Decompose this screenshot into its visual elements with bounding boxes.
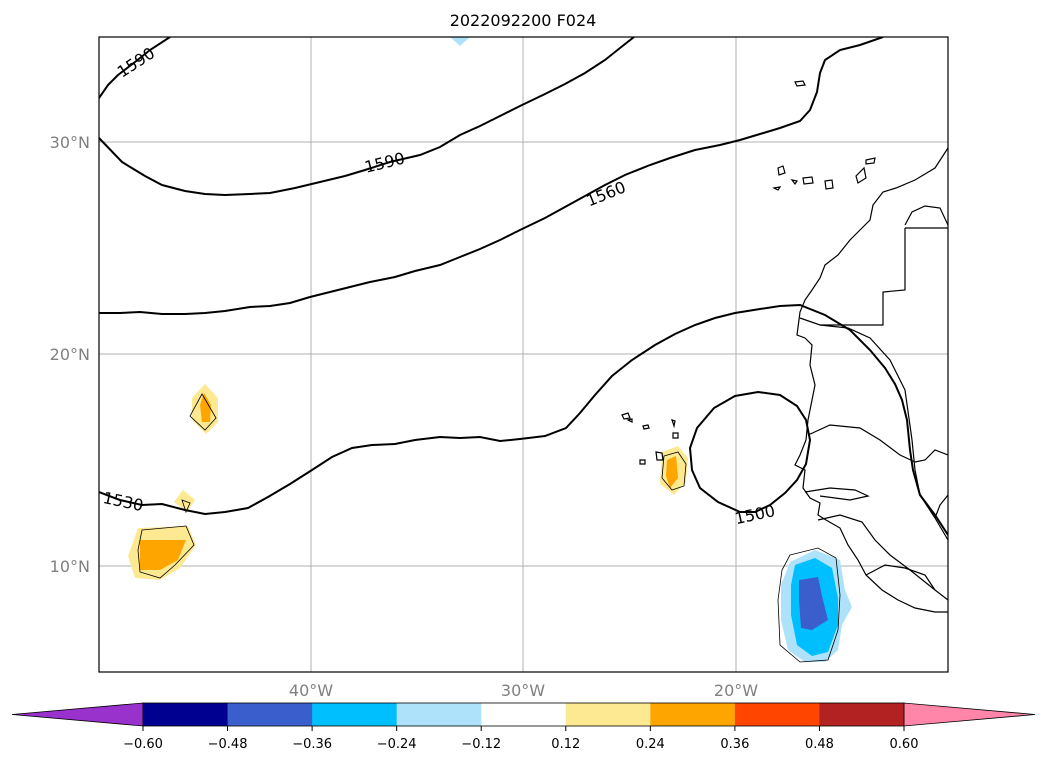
contour-1590-top xyxy=(99,37,171,99)
colorbar-tick-label: 0.36 xyxy=(720,737,749,752)
colorbar-tick-label: −0.60 xyxy=(123,737,163,752)
colorbar-bin xyxy=(143,703,229,726)
colorbar-bin xyxy=(565,703,651,726)
outline-southwest xyxy=(137,525,195,579)
colorbar-frame xyxy=(142,702,905,727)
iberia-coast xyxy=(904,205,948,226)
lon-label-30w: 30°W xyxy=(501,681,545,700)
contour-1590-mid xyxy=(99,37,635,197)
colorbar-tick-label: 0.48 xyxy=(805,737,834,752)
colorbar-tick-label: −0.24 xyxy=(377,737,417,752)
colorbar-bin xyxy=(734,703,820,726)
cape-verde-islands xyxy=(621,412,679,465)
outline-west-mid xyxy=(181,499,191,514)
colorbar-bin xyxy=(396,703,482,726)
lon-label-20w: 20°W xyxy=(714,681,758,700)
thin-outlines xyxy=(137,393,841,663)
shaded-areas xyxy=(128,37,852,662)
colorbar-tick-label: 0.12 xyxy=(551,737,580,752)
contour-1560 xyxy=(99,37,884,315)
colorbar-bin xyxy=(481,703,567,726)
shade-capeverde-orange xyxy=(666,456,678,488)
map-title: 2022092200 F024 xyxy=(450,11,597,30)
lon-label-40w: 40°W xyxy=(289,681,333,700)
lat-labels: 30°N 20°N 10°N xyxy=(50,133,90,576)
colorbar-bins xyxy=(143,703,905,726)
colorbar-tick-label: 0.24 xyxy=(636,737,665,752)
shade-top-light-blue xyxy=(450,37,470,46)
shade-west-north-orange xyxy=(200,393,211,422)
colorbar-tick-label: −0.48 xyxy=(208,737,248,752)
map-panel: 1590 1590 1560 1530 1500 xyxy=(98,36,949,673)
outline-capeverde xyxy=(661,451,687,491)
colorbar-bin xyxy=(312,703,398,726)
map-frame xyxy=(98,36,949,673)
colorbar-under-arrow xyxy=(11,702,144,727)
coastlines xyxy=(621,80,948,613)
shade-southwest-orange xyxy=(140,540,186,570)
colorbar-ticks: −0.60 −0.48 −0.36 −0.24 −0.12 0.12 0.24 0.36 0.4… xyxy=(123,726,918,752)
height-contours xyxy=(99,37,948,536)
colorbar-tick-label: −0.12 xyxy=(461,737,501,752)
contour-1530 xyxy=(99,303,948,536)
shade-east-royal-blue xyxy=(799,577,828,630)
border-west-africa-4 xyxy=(865,564,936,591)
colorbar-bin xyxy=(819,703,905,726)
outline-west-north xyxy=(189,393,217,431)
border-algeria xyxy=(799,228,906,326)
lon-labels: 40°W 30°W 20°W xyxy=(289,681,758,700)
border-west-africa-6 xyxy=(934,494,948,519)
lat-label-20n: 20°N xyxy=(50,345,90,364)
colorbar-bin xyxy=(650,703,736,726)
canary-islands xyxy=(772,157,876,191)
outline-east xyxy=(777,547,841,663)
border-west-africa-5 xyxy=(914,449,948,463)
colorbar-bin xyxy=(227,703,313,726)
colorbar-tick-label: 0.60 xyxy=(890,737,919,752)
africa-coast xyxy=(794,147,948,613)
colorbar-over-arrow xyxy=(903,702,1036,727)
madeira-island xyxy=(794,80,806,87)
lat-label-10n: 10°N xyxy=(50,557,90,576)
contour-1500 xyxy=(688,390,812,513)
colorbar-tick-label: −0.36 xyxy=(292,737,332,752)
border-west-africa-2 xyxy=(804,487,870,501)
colorbar: −0.60 −0.48 −0.36 −0.24 −0.12 0.12 0.24 0.36 0.4… xyxy=(11,702,1036,752)
lat-label-30n: 30°N xyxy=(50,133,90,152)
border-west-africa-3 xyxy=(817,514,948,601)
border-west-africa-1 xyxy=(807,424,916,463)
